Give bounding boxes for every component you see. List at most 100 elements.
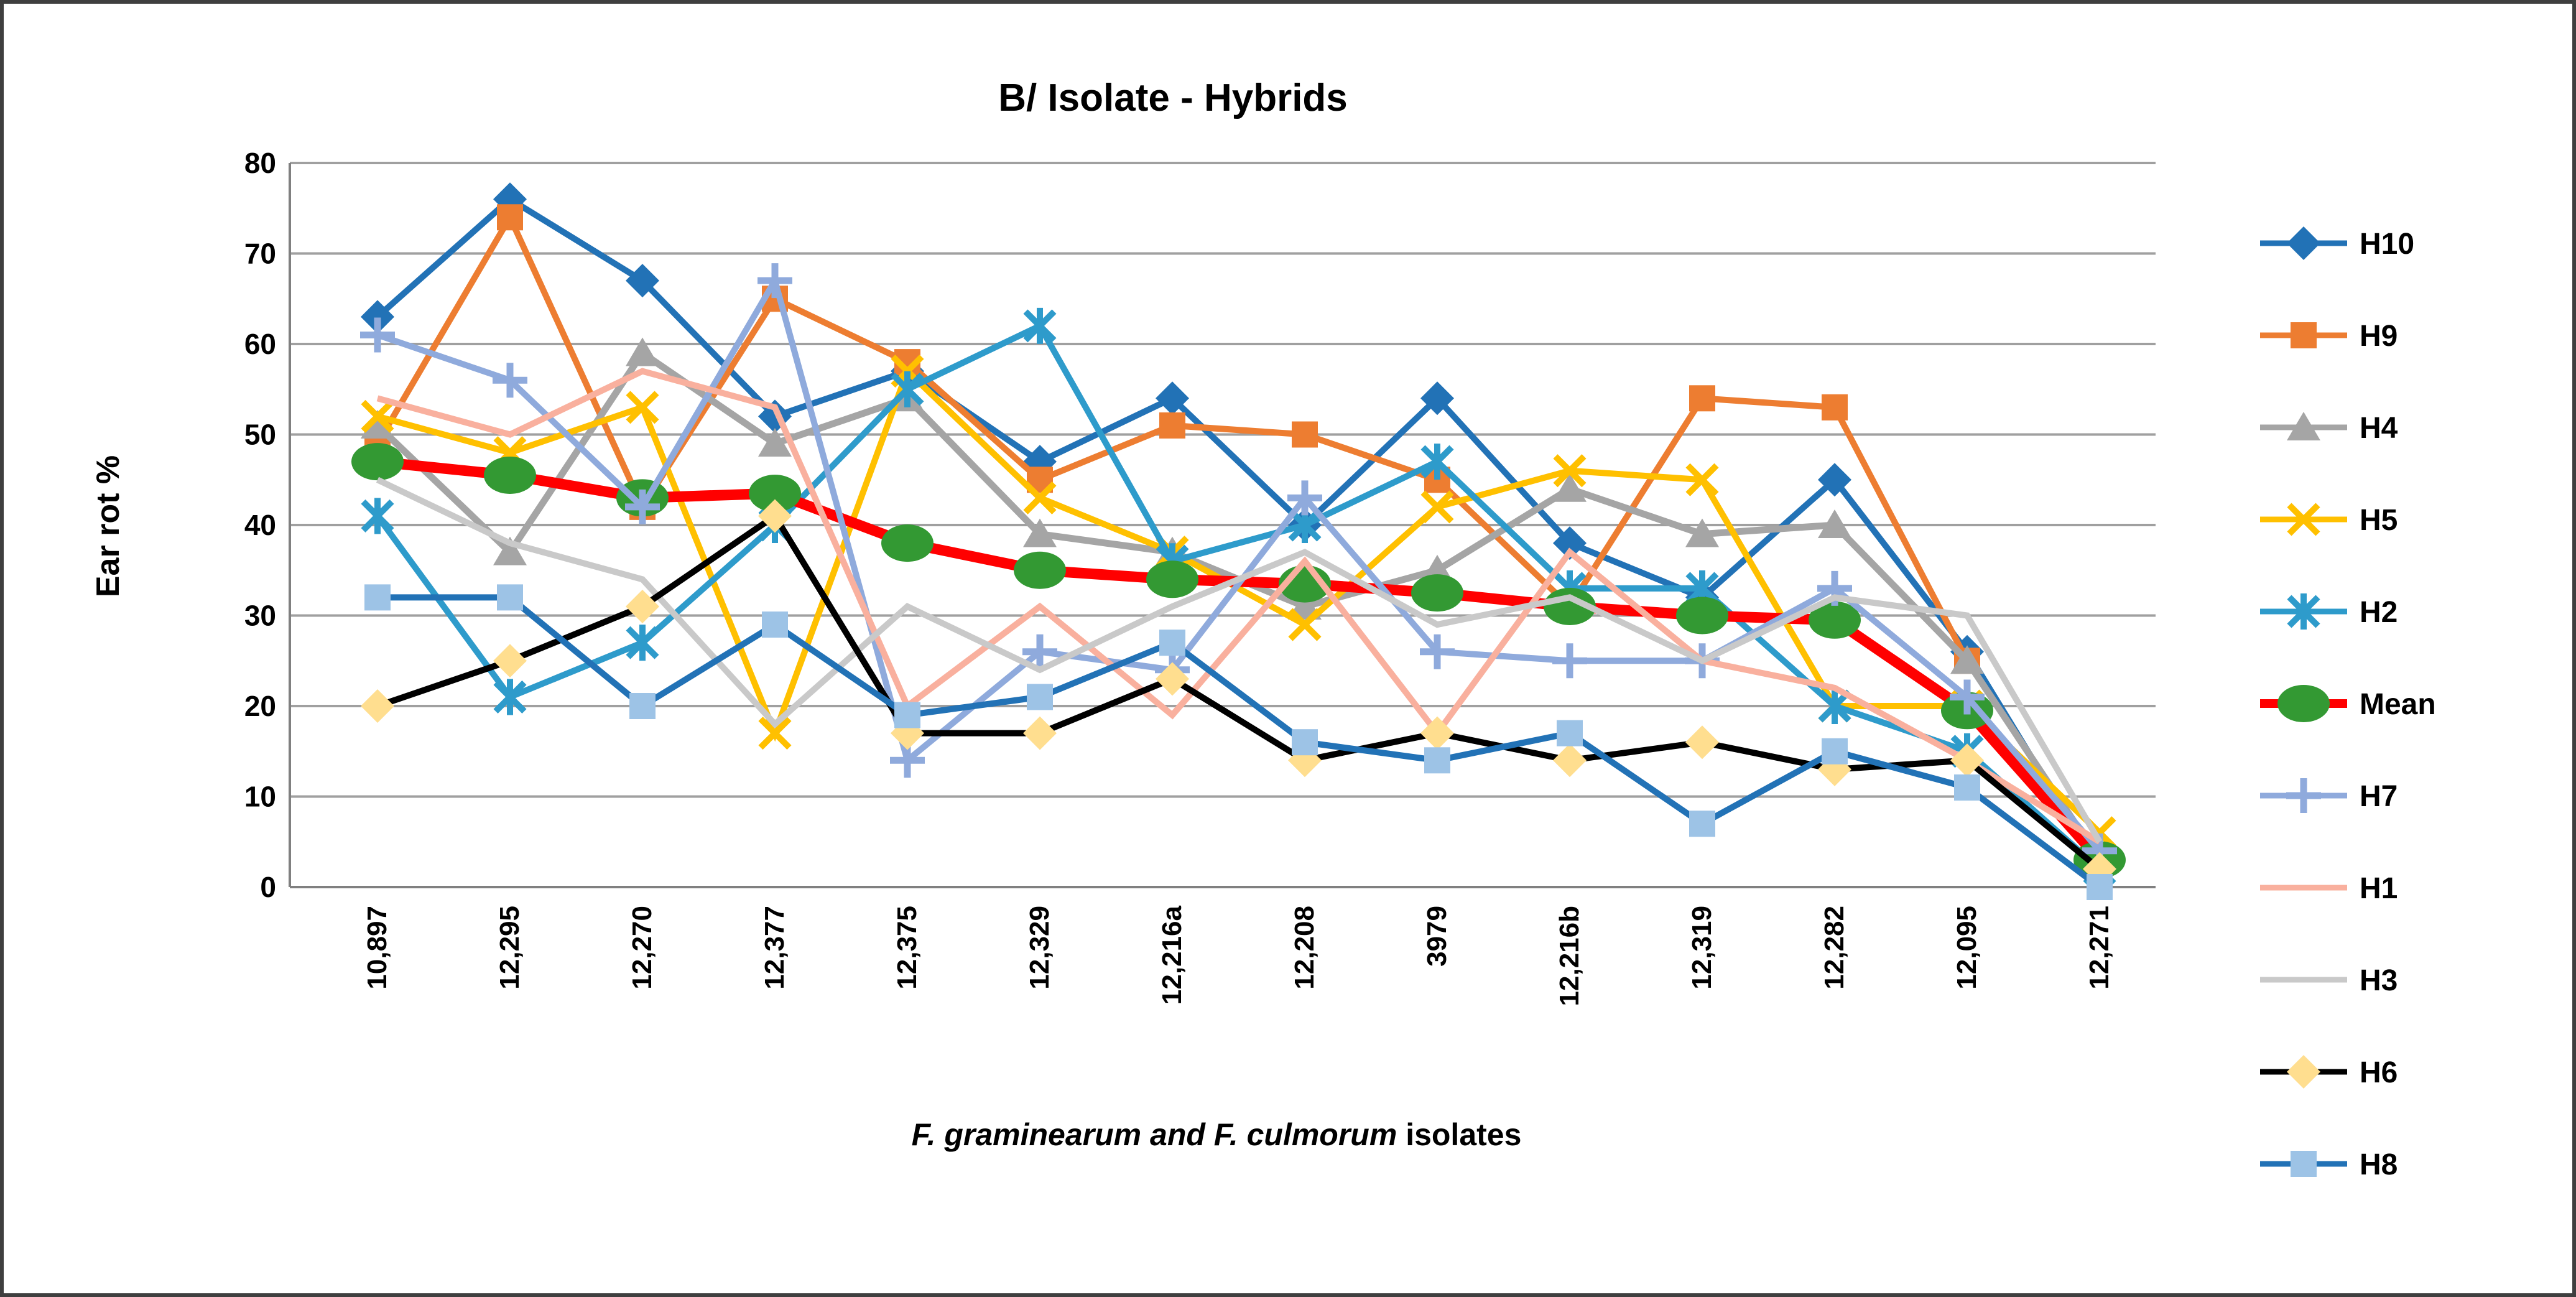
marker-H5-12,329[interactable] bbox=[1023, 481, 1057, 514]
legend-marker-H9[interactable] bbox=[2291, 322, 2317, 348]
marker-H6-12,377[interactable] bbox=[758, 499, 792, 533]
marker-H2-12,375[interactable] bbox=[891, 371, 924, 407]
marker-H5-12,216b[interactable] bbox=[1553, 454, 1587, 488]
marker-H10-12,216a[interactable] bbox=[1156, 381, 1189, 416]
series-H1[interactable] bbox=[376, 368, 2101, 845]
legend-marker-H5[interactable] bbox=[2287, 503, 2320, 536]
marker-H8-12,329[interactable] bbox=[1027, 684, 1053, 710]
marker-H10-10,897[interactable] bbox=[361, 300, 394, 334]
marker-H4-12,095[interactable] bbox=[1950, 645, 1984, 674]
marker-H5-12,319[interactable] bbox=[1685, 463, 1719, 496]
marker-Mean-12,282[interactable] bbox=[1809, 601, 1861, 639]
marker-H4-12,270[interactable] bbox=[626, 337, 659, 366]
marker-H2-10,897[interactable] bbox=[361, 498, 394, 534]
marker-H7-12,208[interactable] bbox=[1287, 480, 1322, 516]
legend-item-H8[interactable]: H8 bbox=[2260, 1148, 2398, 1181]
marker-H6-12,216a[interactable] bbox=[1156, 662, 1189, 696]
marker-H5-10,897[interactable] bbox=[361, 399, 394, 433]
marker-H8-12,216a[interactable] bbox=[1159, 630, 1185, 656]
marker-H8-12,319[interactable] bbox=[1689, 811, 1715, 837]
marker-H5-12,208[interactable] bbox=[1288, 608, 1322, 641]
marker-Mean-12,329[interactable] bbox=[1014, 551, 1066, 589]
marker-H7-12,095[interactable] bbox=[1950, 679, 1985, 715]
series-layer[interactable] bbox=[351, 182, 2126, 900]
marker-H8-12,271[interactable] bbox=[2087, 874, 2113, 900]
marker-H6-10,897[interactable] bbox=[361, 689, 394, 723]
marker-H2-12,270[interactable] bbox=[626, 625, 659, 661]
marker-H8-12,375[interactable] bbox=[894, 702, 920, 728]
series-H7[interactable] bbox=[360, 263, 2117, 868]
marker-H2-12,295[interactable] bbox=[493, 679, 527, 715]
legend-item-H6[interactable]: H6 bbox=[2260, 1055, 2398, 1089]
legend-item-H9[interactable]: H9 bbox=[2260, 320, 2398, 353]
marker-Mean-12,375[interactable] bbox=[881, 524, 934, 562]
marker-H4-12,377[interactable] bbox=[758, 428, 792, 457]
marker-H10-12,216b[interactable] bbox=[1553, 526, 1587, 560]
marker-H9-12,319[interactable] bbox=[1689, 385, 1715, 412]
marker-H4-12,216b[interactable] bbox=[1553, 473, 1587, 502]
marker-H9-12,208[interactable] bbox=[1292, 421, 1318, 448]
marker-H7-3979[interactable] bbox=[1420, 634, 1455, 669]
marker-H6-12,319[interactable] bbox=[1685, 725, 1719, 760]
series-line-H8[interactable] bbox=[378, 594, 2102, 890]
series-line-H10[interactable] bbox=[375, 195, 2103, 871]
series-H8[interactable] bbox=[364, 584, 2113, 900]
marker-H4-12,329[interactable] bbox=[1023, 518, 1057, 547]
legend-item-H10[interactable]: H10 bbox=[2260, 226, 2414, 261]
marker-Mean-3979[interactable] bbox=[1411, 574, 1463, 612]
marker-H4-12,319[interactable] bbox=[1685, 518, 1719, 547]
marker-H9-12,216a[interactable] bbox=[1159, 412, 1185, 439]
marker-H8-12,216b[interactable] bbox=[1557, 720, 1583, 746]
marker-H5-3979[interactable] bbox=[1420, 490, 1454, 524]
marker-H6-12,329[interactable] bbox=[1023, 716, 1057, 750]
legend-item-H4[interactable]: H4 bbox=[2260, 412, 2398, 445]
marker-Mean-12,377[interactable] bbox=[749, 475, 801, 513]
legend-marker-H6[interactable] bbox=[2287, 1055, 2320, 1089]
marker-H5-12,377[interactable] bbox=[758, 717, 792, 750]
marker-H7-12,377[interactable] bbox=[758, 263, 792, 299]
marker-H9-12,295[interactable] bbox=[497, 204, 523, 231]
series-line-H3[interactable] bbox=[376, 476, 2103, 844]
marker-H6-12,216b[interactable] bbox=[1553, 743, 1587, 778]
marker-Mean-12,319[interactable] bbox=[1676, 597, 1728, 635]
marker-H10-3979[interactable] bbox=[1420, 381, 1454, 416]
marker-H4-12,295[interactable] bbox=[493, 536, 527, 565]
legend-marker-Mean[interactable] bbox=[2277, 685, 2330, 722]
marker-H2-12,329[interactable] bbox=[1023, 307, 1057, 344]
series-line-H7[interactable] bbox=[376, 272, 2102, 853]
legend-marker-H10[interactable] bbox=[2287, 226, 2320, 260]
marker-H8-12,295[interactable] bbox=[497, 584, 523, 611]
line-chart[interactable]: 0 10 20 30 40 50 60 70 80 10,897 12,295 12,270 12,3… bbox=[4, 4, 2576, 1297]
series-H10[interactable] bbox=[361, 182, 2116, 886]
legend-item-H1[interactable]: H1 bbox=[2260, 872, 2398, 905]
marker-H5-12,270[interactable] bbox=[626, 391, 659, 424]
marker-H7-10,897[interactable] bbox=[360, 317, 395, 353]
legend-item-H3[interactable]: H3 bbox=[2260, 964, 2398, 997]
marker-H10-12,282[interactable] bbox=[1818, 463, 1851, 497]
marker-H8-12,208[interactable] bbox=[1292, 729, 1318, 756]
marker-H8-3979[interactable] bbox=[1424, 747, 1450, 774]
marker-H6-3979[interactable] bbox=[1420, 716, 1454, 750]
marker-H10-12,270[interactable] bbox=[626, 264, 659, 298]
marker-H8-12,095[interactable] bbox=[1954, 774, 1980, 801]
marker-H6-12,270[interactable] bbox=[626, 589, 659, 623]
legend[interactable]: H10 H9 H4 H5 H2 Mean H7 H1 H3 H6 H8 bbox=[2260, 226, 2436, 1181]
marker-Mean-12,216a[interactable] bbox=[1146, 560, 1198, 598]
marker-H8-12,270[interactable] bbox=[629, 693, 656, 719]
marker-H7-12,329[interactable] bbox=[1022, 634, 1057, 669]
marker-H9-12,282[interactable] bbox=[1822, 394, 1848, 421]
series-H3[interactable] bbox=[376, 476, 2103, 844]
marker-H8-12,377[interactable] bbox=[762, 611, 788, 638]
series-line-H1[interactable] bbox=[376, 368, 2101, 845]
legend-item-H5[interactable]: H5 bbox=[2260, 503, 2398, 537]
marker-H7-12,270[interactable] bbox=[625, 489, 660, 524]
marker-H7-12,216b[interactable] bbox=[1552, 643, 1587, 679]
marker-H8-10,897[interactable] bbox=[364, 584, 391, 611]
legend-marker-H4[interactable] bbox=[2287, 412, 2320, 440]
legend-marker-H2[interactable] bbox=[2287, 593, 2320, 630]
legend-item-Mean[interactable]: Mean bbox=[2260, 685, 2436, 722]
marker-H4-10,897[interactable] bbox=[361, 409, 394, 439]
marker-H6-12,295[interactable] bbox=[493, 644, 527, 678]
marker-H8-12,282[interactable] bbox=[1822, 738, 1848, 765]
legend-item-H2[interactable]: H2 bbox=[2260, 593, 2398, 630]
